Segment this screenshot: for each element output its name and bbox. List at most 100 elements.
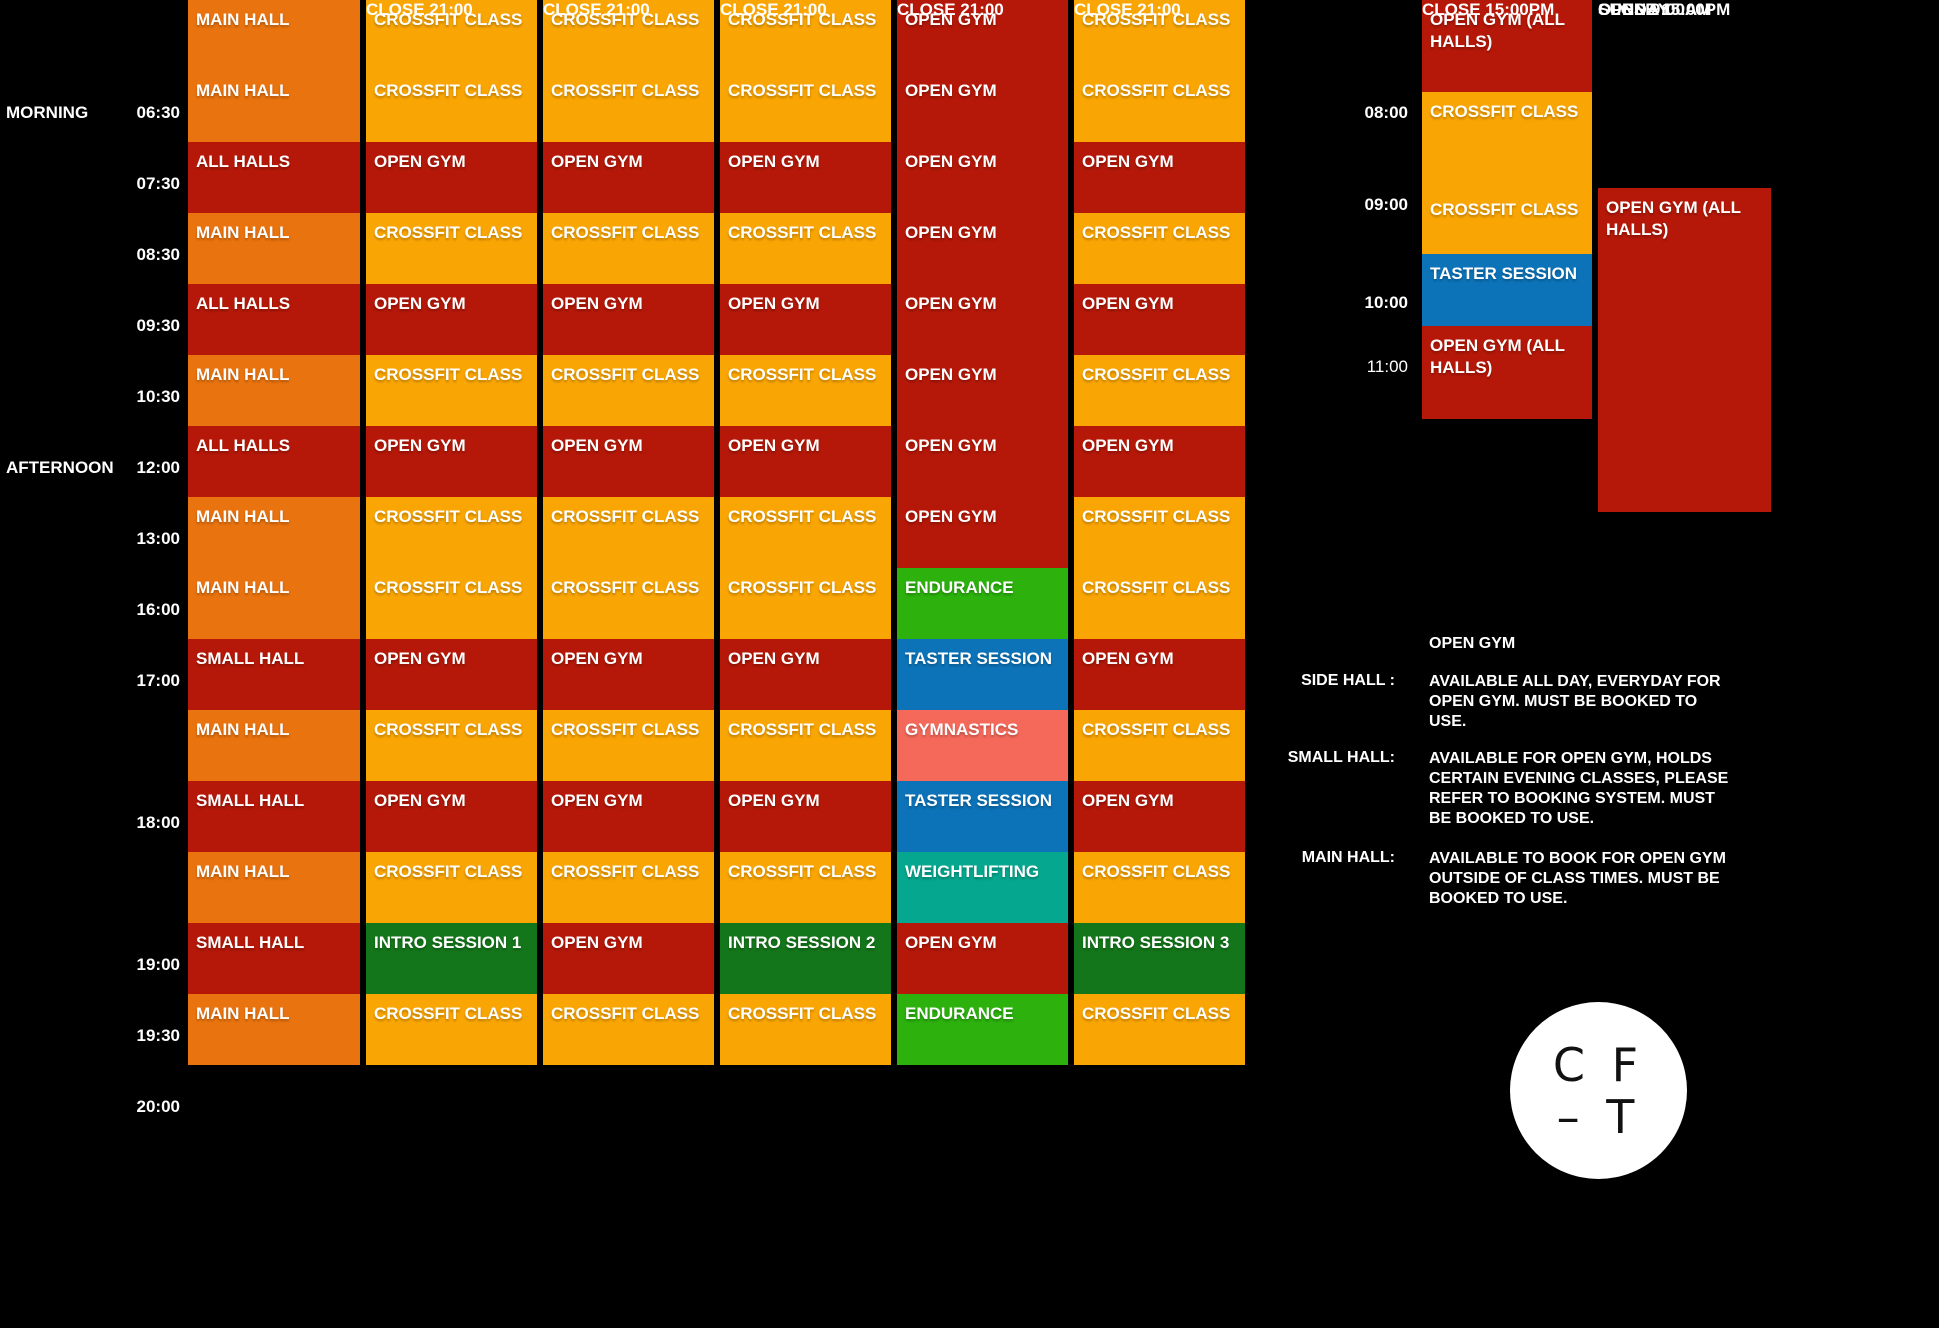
hall-cell-label: MAIN HALL — [196, 507, 290, 526]
day-cells: OPEN GYM OPEN GYM OPEN GYM OPEN GYM OPEN… — [897, 0, 1068, 1065]
day-cells: CROSSFIT CLASS CROSSFIT CLASS OPEN GYM C… — [1074, 0, 1245, 1065]
day-close-time: CLOSE 15:00PM — [1598, 0, 1731, 19]
schedule-cell: OPEN GYM — [897, 71, 1068, 142]
schedule-cell: OPEN GYM — [897, 923, 1068, 994]
schedule-cell-label: CROSSFIT CLASS — [728, 507, 877, 526]
time-label: 19:30 — [136, 1026, 180, 1045]
schedule-cell-label: CROSSFIT CLASS — [551, 1004, 700, 1023]
hall-cell: MAIN HALL — [188, 355, 360, 426]
day-close-time: CLOSE 21:00 — [1074, 0, 1181, 19]
schedule-cell: CROSSFIT CLASS — [543, 994, 714, 1065]
schedule-cell: CROSSFIT CLASS — [366, 852, 537, 923]
schedule-cell-label: ENDURANCE — [905, 578, 1014, 597]
schedule-cell-label: OPEN GYM — [905, 81, 997, 100]
schedule-cell-label: CROSSFIT CLASS — [728, 223, 877, 242]
schedule-cell: CROSSFIT CLASS — [543, 0, 714, 71]
schedule-cell-label: CROSSFIT CLASS — [1430, 200, 1579, 219]
section-label-morning: MORNING — [6, 103, 89, 122]
schedule-cell-label: OPEN GYM — [374, 649, 466, 668]
hall-cell: SMALL HALL — [188, 781, 360, 852]
hall-cells: MAIN HALL MAIN HALL ALL HALLS MAIN HALL … — [188, 0, 360, 1065]
schedule-cell: OPEN GYM — [720, 426, 891, 497]
schedule-cell-label: CROSSFIT CLASS — [374, 81, 523, 100]
hall-cell: MAIN HALL — [188, 0, 360, 71]
time-label: 13:00 — [136, 529, 180, 548]
schedule-cell-label: OPEN GYM — [1082, 649, 1174, 668]
schedule-cell: OPEN GYM — [1074, 781, 1245, 852]
schedule-cell-label: CROSSFIT CLASS — [1082, 862, 1231, 881]
schedule-cell: CROSSFIT CLASS — [1074, 568, 1245, 639]
schedule-cell-label: CROSSFIT CLASS — [374, 578, 523, 597]
schedule-cell: OPEN GYM — [1074, 639, 1245, 710]
hall-cell: MAIN HALL — [188, 852, 360, 923]
schedule-cell-label: CROSSFIT CLASS — [728, 578, 877, 597]
schedule-cell: CROSSFIT CLASS — [366, 568, 537, 639]
schedule-cell: CROSSFIT CLASS — [720, 710, 891, 781]
day-close-time: CLOSE 21:00 — [543, 0, 650, 19]
hall-cell: MAIN HALL — [188, 213, 360, 284]
hall-cell-label: SMALL HALL — [196, 933, 305, 952]
schedule-cell-label: ENDURANCE — [905, 1004, 1014, 1023]
schedule-cell-label: CROSSFIT CLASS — [374, 10, 523, 29]
hall-cell: MAIN HALL — [188, 710, 360, 781]
schedule-cell-label: OPEN GYM (ALL HALLS) — [1430, 10, 1566, 51]
schedule-cell-label: INTRO SESSION 1 — [374, 933, 522, 952]
schedule-cell-label: CROSSFIT CLASS — [1082, 507, 1231, 526]
schedule-cell-label: OPEN GYM — [728, 791, 820, 810]
schedule-cell: CROSSFIT CLASS — [1074, 497, 1245, 568]
time-label: 10:00 — [1364, 293, 1408, 312]
schedule-cell-label: OPEN GYM — [1082, 436, 1174, 455]
schedule-cell: CROSSFIT CLASS — [1074, 852, 1245, 923]
time-label: 06:30 — [136, 103, 180, 122]
logo-line-2: – T — [1556, 1089, 1641, 1144]
schedule-cell-label: CROSSFIT CLASS — [1082, 578, 1231, 597]
schedule-cell: OPEN GYM — [543, 142, 714, 213]
schedule-cell: OPEN GYM (ALL HALLS) — [1598, 188, 1771, 512]
schedule-cell: INTRO SESSION 1 — [366, 923, 537, 994]
schedule-cell-label: CROSSFIT CLASS — [1082, 1004, 1231, 1023]
schedule-cell: OPEN GYM — [897, 213, 1068, 284]
schedule-cell: OPEN GYM — [543, 639, 714, 710]
legend-item-label: SMALL HALL: — [1287, 749, 1395, 766]
schedule-cell-label: CROSSFIT CLASS — [551, 862, 700, 881]
hall-cell: MAIN HALL — [188, 994, 360, 1065]
schedule-cell: OPEN GYM — [366, 781, 537, 852]
hall-cell-label: ALL HALLS — [196, 294, 291, 313]
schedule-cell: CROSSFIT CLASS — [543, 71, 714, 142]
time-label: 09:30 — [136, 316, 180, 335]
schedule-cell-label: INTRO SESSION 2 — [728, 933, 876, 952]
hall-cell: SMALL HALL — [188, 923, 360, 994]
schedule-cell: CROSSFIT CLASS — [1074, 213, 1245, 284]
time-label: 12:00 — [136, 458, 180, 477]
schedule-cell: OPEN GYM — [720, 142, 891, 213]
hall-cell-label: MAIN HALL — [196, 223, 290, 242]
legend-item-description: AVAILABLE ALL DAY, EVERYDAY FOR OPEN GYM… — [1429, 673, 1721, 730]
legend-item-description: AVAILABLE TO BOOK FOR OPEN GYM OUTSIDE O… — [1429, 850, 1726, 907]
schedule-cell: OPEN GYM (ALL HALLS) — [1422, 0, 1592, 92]
gym-logo: C F – T — [1510, 1002, 1687, 1179]
schedule-cell: OPEN GYM — [897, 497, 1068, 568]
hall-cell-label: MAIN HALL — [196, 862, 290, 881]
schedule-cell-label: CROSSFIT CLASS — [728, 862, 877, 881]
time-label: 19:00 — [136, 955, 180, 974]
logo-line-1: C F — [1552, 1037, 1645, 1092]
schedule-cell-label: OPEN GYM — [905, 10, 997, 29]
schedule-cell: OPEN GYM — [366, 426, 537, 497]
schedule-cell-label: OPEN GYM (ALL HALLS) — [1430, 336, 1566, 377]
schedule-cell-label: TASTER SESSION — [905, 791, 1053, 810]
schedule-cell: CROSSFIT CLASS — [366, 497, 537, 568]
time-label: 08:00 — [1364, 103, 1408, 122]
schedule-cell: TASTER SESSION — [897, 781, 1068, 852]
schedule-cell: OPEN GYM — [543, 426, 714, 497]
schedule-cell-label: CROSSFIT CLASS — [374, 507, 523, 526]
schedule-cell: OPEN GYM — [543, 923, 714, 994]
day-cells: CROSSFIT CLASS CROSSFIT CLASS OPEN GYM C… — [543, 0, 714, 1065]
schedule-cell-label: CROSSFIT CLASS — [551, 720, 700, 739]
schedule-cell: ENDURANCE — [897, 568, 1068, 639]
schedule-cell-label: CROSSFIT CLASS — [728, 10, 877, 29]
schedule-cell: CROSSFIT CLASS — [1074, 355, 1245, 426]
schedule-cell-label: OPEN GYM — [374, 791, 466, 810]
schedule-cell-label: OPEN GYM — [728, 649, 820, 668]
schedule-cell-label: OPEN GYM — [551, 933, 643, 952]
